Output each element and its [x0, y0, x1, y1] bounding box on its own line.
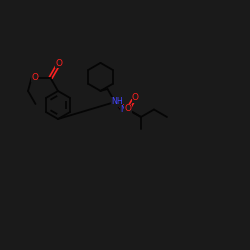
Text: NH: NH [111, 98, 123, 106]
Text: O: O [56, 58, 62, 68]
Text: NH: NH [120, 105, 132, 114]
Text: O: O [132, 94, 139, 102]
Text: O: O [124, 104, 131, 113]
Text: O: O [31, 72, 38, 82]
